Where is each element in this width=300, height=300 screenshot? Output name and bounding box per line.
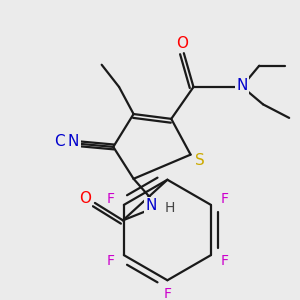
Text: O: O <box>79 190 91 206</box>
Text: F: F <box>220 254 228 268</box>
Text: S: S <box>195 153 205 168</box>
Text: O: O <box>176 36 188 51</box>
Text: F: F <box>106 192 114 206</box>
Text: F: F <box>106 254 114 268</box>
Text: H: H <box>164 201 175 215</box>
Text: N: N <box>236 77 248 92</box>
Text: F: F <box>164 287 171 300</box>
Text: F: F <box>220 192 228 206</box>
Text: N: N <box>145 198 157 213</box>
Text: N: N <box>68 134 79 148</box>
Text: C: C <box>54 134 64 148</box>
